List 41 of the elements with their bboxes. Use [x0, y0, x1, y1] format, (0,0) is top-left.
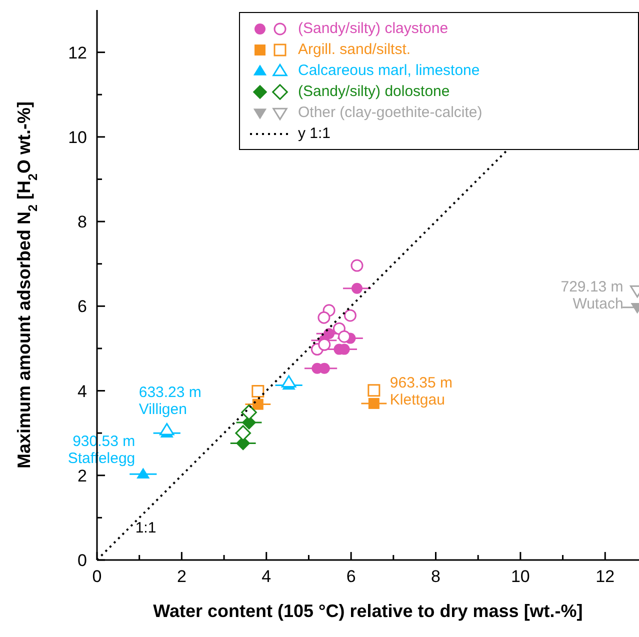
point: [241, 404, 257, 420]
x-tick-label: 10: [510, 567, 530, 586]
annotation: 729.13 m Wutach: [560, 278, 624, 312]
point: [368, 398, 380, 409]
legend-label: y 1:1: [298, 125, 331, 142]
point: [338, 330, 351, 343]
y-tick-label: 6: [78, 297, 87, 316]
point: [252, 384, 264, 398]
x-tick-label: 0: [92, 567, 102, 586]
point: [368, 384, 380, 397]
y-tick-label: 8: [78, 212, 87, 232]
point: [332, 322, 346, 335]
legend-label: (Sandy/silty) dolostone: [298, 83, 450, 100]
point: [281, 375, 296, 388]
y-tick-label: 2: [78, 466, 87, 486]
y-tick-label: 0: [78, 551, 87, 570]
point: [318, 311, 330, 324]
point: [318, 338, 331, 351]
legend-label: Other (clay-goethite-calcite): [298, 104, 482, 121]
annotation: 633.23 m Villigen: [138, 384, 202, 418]
y-tick-label: 12: [68, 43, 87, 62]
point: [160, 423, 174, 436]
point: [252, 398, 264, 410]
point: [235, 425, 251, 441]
x-tick-label: 8: [431, 567, 440, 586]
legend-label: Argill. sand/siltst.: [298, 41, 411, 58]
x-axis-title: Water content (105 °C) relative to dry mass [wt.-%]: [153, 601, 583, 621]
y-tick-label: 4: [78, 382, 87, 401]
x-tick-label: 6: [346, 567, 356, 586]
legend-label: Calcareous marl, limestone: [298, 62, 480, 79]
point: [350, 259, 364, 272]
x-tick-label: 4: [262, 567, 272, 586]
point: [351, 282, 362, 294]
point: [344, 309, 356, 322]
annotation: 1:1: [135, 520, 156, 537]
x-tick-label: 12: [596, 567, 615, 586]
y-tick-label: 10: [68, 128, 87, 147]
point: [136, 468, 150, 479]
x-tick-label: 2: [176, 567, 186, 586]
annotation: 963.35 m Klettgau: [390, 374, 452, 408]
legend-label: (Sandy/silty) claystone: [298, 20, 448, 37]
